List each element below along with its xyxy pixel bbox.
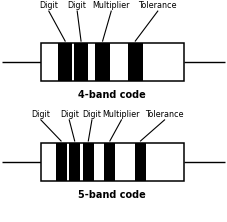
- Bar: [128, 43, 143, 81]
- Bar: [95, 43, 110, 81]
- Text: Digit: Digit: [68, 1, 87, 10]
- Bar: [104, 143, 115, 181]
- Text: Multiplier: Multiplier: [103, 110, 140, 119]
- Text: Tolerance: Tolerance: [138, 1, 177, 10]
- Bar: [74, 43, 88, 81]
- Text: Digit: Digit: [39, 1, 58, 10]
- Bar: [58, 43, 72, 81]
- Text: 4-band code: 4-band code: [79, 90, 146, 100]
- Text: Multiplier: Multiplier: [92, 1, 130, 10]
- Bar: [41, 143, 184, 181]
- Bar: [135, 143, 146, 181]
- Text: Digit: Digit: [31, 110, 50, 119]
- Text: 5-band code: 5-band code: [79, 190, 146, 200]
- Bar: [41, 43, 184, 81]
- Bar: [56, 143, 67, 181]
- Bar: [83, 143, 94, 181]
- Bar: [69, 143, 80, 181]
- Text: Digit: Digit: [82, 110, 101, 119]
- Text: Digit: Digit: [60, 110, 79, 119]
- Text: Tolerance: Tolerance: [145, 110, 184, 119]
